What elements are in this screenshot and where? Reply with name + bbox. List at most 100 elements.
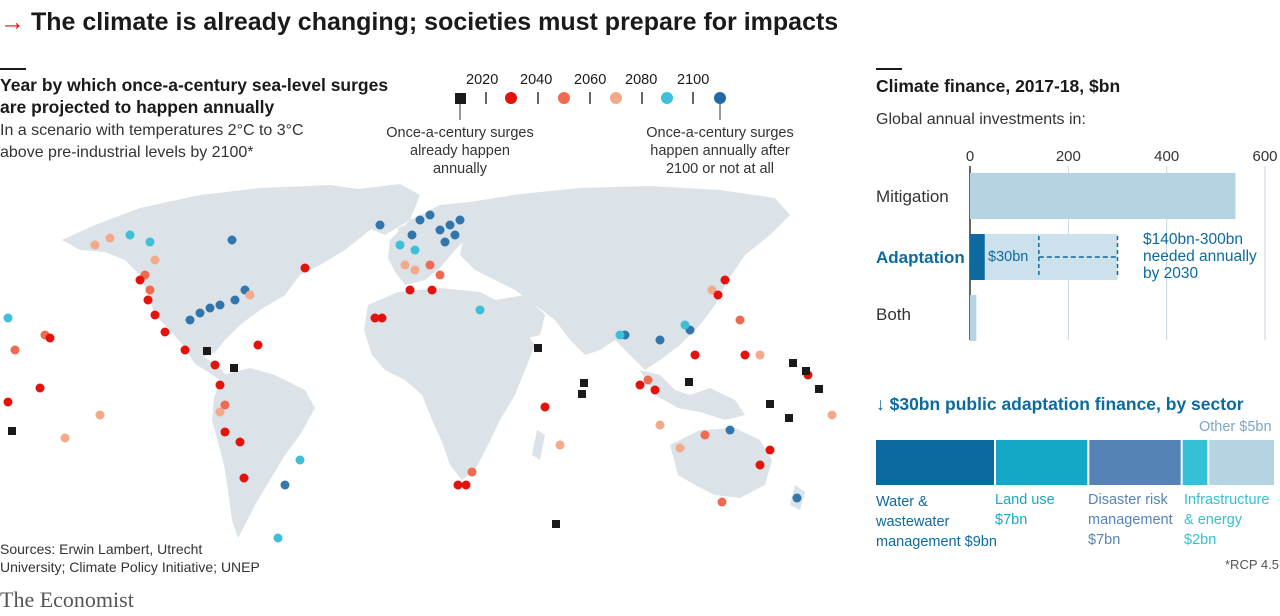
land-uk	[398, 224, 410, 246]
land-asia	[460, 186, 790, 370]
marker	[95, 410, 105, 420]
marker	[295, 455, 305, 465]
marker	[35, 383, 45, 393]
x-tick-label-600: 600	[1252, 148, 1277, 165]
markers-already	[8, 344, 823, 528]
marker	[45, 333, 55, 343]
marker	[375, 220, 385, 230]
marker	[615, 330, 625, 340]
land-central-america	[185, 348, 228, 380]
marker	[10, 345, 20, 355]
map-title-rule	[0, 68, 26, 70]
legend-dot-2040	[505, 92, 517, 104]
marker	[765, 445, 775, 455]
marker	[203, 347, 211, 355]
marker	[675, 443, 685, 453]
marker	[453, 480, 463, 490]
marker	[230, 364, 238, 372]
marker	[713, 290, 723, 300]
sector-title: ↓ $30bn public adaptation finance, by se…	[876, 394, 1244, 414]
marker	[215, 407, 225, 417]
bar-mitigation	[970, 173, 1236, 219]
x-tick-label-0: 0	[966, 148, 974, 165]
marker	[300, 263, 310, 273]
marker	[143, 295, 153, 305]
marker	[690, 350, 700, 360]
marker	[195, 308, 205, 318]
marker	[655, 420, 665, 430]
marker	[578, 390, 586, 398]
marker	[766, 400, 774, 408]
footnote: *RCP 4.5	[1225, 557, 1279, 572]
map-desc-line-2: above pre-industrial levels by 2100*	[0, 144, 254, 161]
marker	[253, 340, 263, 350]
marker	[580, 379, 588, 387]
marker	[145, 237, 155, 247]
sector-segment-0	[876, 440, 994, 485]
marker	[555, 440, 565, 450]
marker	[643, 375, 653, 385]
legend-note-already: Once-a-century surges already happen ann…	[386, 125, 534, 177]
marker	[635, 380, 645, 390]
land-arabia	[495, 295, 545, 340]
marker	[60, 433, 70, 443]
marker	[655, 335, 665, 345]
marker	[210, 360, 220, 370]
marker	[685, 378, 693, 386]
marker	[150, 255, 160, 265]
map-description: In a scenario with temperatures 2°C to 3…	[0, 120, 304, 164]
marker	[475, 305, 485, 315]
legend-year-2060: 2060	[574, 72, 607, 88]
adaptation-need-label: $140bn-300bn needed annually by 2030	[1143, 231, 1257, 282]
marker	[410, 245, 420, 255]
landmasses	[62, 184, 805, 538]
map-title-line-2: are projected to happen annually	[0, 97, 275, 117]
marker	[220, 400, 230, 410]
marker	[650, 385, 660, 395]
marker	[90, 240, 100, 250]
marker	[235, 437, 245, 447]
page-headline: → The climate is already changing; societ…	[0, 8, 838, 37]
land-south-america	[212, 368, 315, 538]
marker	[185, 315, 195, 325]
markers-2060	[10, 260, 745, 507]
marker	[415, 215, 425, 225]
marker	[8, 427, 16, 435]
marker	[407, 230, 417, 240]
marker	[440, 237, 450, 247]
legend-dot-after	[714, 92, 726, 104]
sector-other-label: Other $5bn	[1199, 419, 1272, 435]
bar-label-adaptation: Adaptation	[876, 248, 965, 267]
marker	[720, 275, 730, 285]
legend-year-2020: 2020	[466, 72, 499, 88]
marker	[105, 233, 115, 243]
bar-label-mitigation: Mitigation	[876, 187, 949, 206]
marker	[405, 285, 415, 295]
legend-year-2100: 2100	[677, 72, 710, 88]
marker	[427, 285, 437, 295]
land-north-america	[62, 185, 395, 358]
bar-both	[970, 295, 977, 341]
marker	[280, 480, 290, 490]
legend-year-2040: 2040	[520, 72, 553, 88]
marker	[552, 520, 560, 528]
marker	[220, 427, 230, 437]
marker	[180, 345, 190, 355]
marker	[789, 359, 797, 367]
marker	[3, 313, 13, 323]
marker	[273, 533, 283, 543]
headline-text: The climate is already changing; societi…	[31, 8, 839, 36]
marker	[755, 460, 765, 470]
marker	[160, 327, 170, 337]
sector-segment-4	[1209, 440, 1274, 485]
land-greenland	[350, 184, 420, 235]
headline-arrow-icon: →	[0, 8, 25, 36]
marker	[215, 300, 225, 310]
legend-dot-2100	[661, 92, 673, 104]
legend-marks	[455, 92, 726, 120]
sector-label-infrastructure: Infrastructure & energy $2bn	[1184, 492, 1270, 548]
map-desc-line-1: In a scenario with temperatures 2°C to 3…	[0, 122, 304, 139]
marker	[377, 313, 387, 323]
sector-segment-2	[1089, 440, 1181, 485]
sector-segment-3	[1182, 440, 1208, 485]
